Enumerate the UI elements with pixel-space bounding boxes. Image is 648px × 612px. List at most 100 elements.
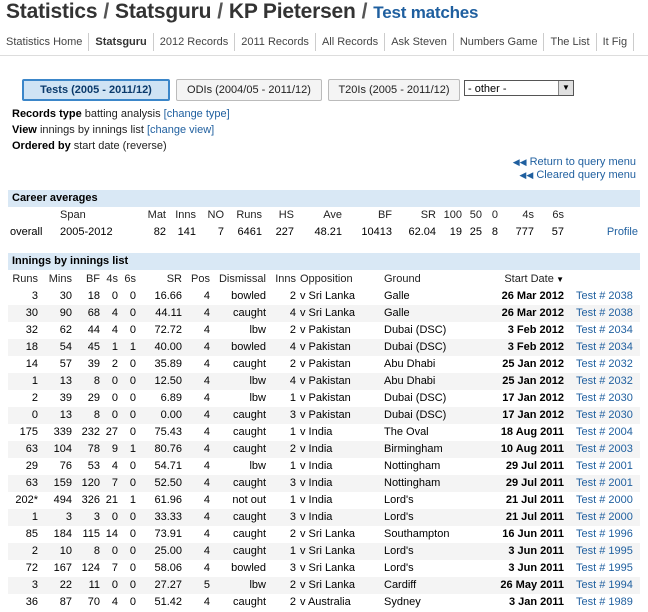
cell-test-link[interactable]: Test # 1996 xyxy=(576,528,633,540)
return-query-label[interactable]: Return to query menu xyxy=(529,156,636,168)
innings-header-runs: Runs xyxy=(12,273,38,285)
cell-test-link[interactable]: Test # 2000 xyxy=(576,494,633,506)
cell-sr: 52.50 xyxy=(138,475,184,492)
cell-inns: 2 xyxy=(289,324,296,336)
nav-item-2011-records[interactable]: 2011 Records xyxy=(235,33,316,51)
cell-dismissal: caught xyxy=(212,543,268,560)
career-value-100: 19 xyxy=(449,226,462,238)
tab-odis[interactable]: ODIs (2004/05 - 2011/12) xyxy=(176,79,322,101)
nav-item-2012-records[interactable]: 2012 Records xyxy=(154,33,236,51)
cell-6s: 0 xyxy=(129,460,136,472)
tab-tests[interactable]: Tests (2005 - 2011/12) xyxy=(22,79,170,101)
cell-test-link[interactable]: Test # 2001 xyxy=(566,475,640,492)
profile-link[interactable]: Profile xyxy=(606,226,638,238)
cell-inns: 2 xyxy=(289,358,296,370)
cell-start-date: 21 Jul 2011 xyxy=(482,509,566,526)
cell-pos: 4 xyxy=(184,407,212,424)
cell-ground: Cardiff xyxy=(382,577,482,594)
cell-mins: 167 xyxy=(53,562,72,574)
cell-test-link[interactable]: Test # 2038 xyxy=(566,305,640,322)
innings-header-start-date[interactable]: Start Date ▼ xyxy=(504,273,564,285)
cell-dismissal: caught xyxy=(232,358,266,370)
cell-opposition: v Pakistan xyxy=(300,392,351,404)
cell-opposition: v Australia xyxy=(300,596,351,608)
cell-test-link[interactable]: Test # 2003 xyxy=(566,441,640,458)
nav-item-statsguru[interactable]: Statsguru xyxy=(89,33,154,51)
cell-6s: 1 xyxy=(120,441,138,458)
cell-ground: Dubai (DSC) xyxy=(382,339,482,356)
cell-test-link[interactable]: Test # 2030 xyxy=(566,407,640,424)
cell-test-link[interactable]: Test # 1994 xyxy=(566,577,640,594)
career-value-no: 7 xyxy=(217,226,224,238)
nav-item-the-list[interactable]: The List xyxy=(544,33,597,51)
cell-mins: 54 xyxy=(40,339,74,356)
cell-inns: 2 xyxy=(268,441,298,458)
view-line: View innings by innings list [change vie… xyxy=(12,124,214,136)
cell-4s: 0 xyxy=(111,290,118,302)
cell-opposition: v Pakistan xyxy=(298,339,382,356)
innings-header-4s: 4s xyxy=(106,273,118,285)
cell-opposition: v Sri Lanka xyxy=(298,305,382,322)
cell-dismissal: caught xyxy=(212,509,268,526)
cell-test-link[interactable]: Test # 2038 xyxy=(576,290,633,302)
cell-start-date: 3 Jan 2011 xyxy=(508,596,564,608)
cell-bf: 8 xyxy=(74,543,102,560)
nav-item-ask-steven[interactable]: Ask Steven xyxy=(385,33,454,51)
cell-4s: 0 xyxy=(102,509,120,526)
change-view-link[interactable]: [change view] xyxy=(146,124,215,136)
cleared-query-label[interactable]: Cleared query menu xyxy=(536,169,636,181)
table-row: 2 10 8 0 0 25.00 4 caught 1 v Sri Lanka Lord's 3 Ju… xyxy=(8,543,640,560)
cell-test-link[interactable]: Test # 2032 xyxy=(576,358,633,370)
cell-pos: 4 xyxy=(184,373,212,390)
change-type-link[interactable]: [change type] xyxy=(163,108,230,120)
table-row: 36 87 70 4 0 51.42 4 caught 2 v Australia Sydney 3 … xyxy=(8,594,640,611)
cell-test-link[interactable]: Test # 2000 xyxy=(566,509,640,526)
cell-test-link[interactable]: Test # 2032 xyxy=(566,373,640,390)
cell-runs: 2 xyxy=(31,392,38,404)
cell-test-link[interactable]: Test # 2001 xyxy=(576,460,633,472)
career-header-6s: 6s xyxy=(552,209,564,221)
cell-opposition: v Pakistan xyxy=(298,373,382,390)
records-type-value: batting analysis xyxy=(84,108,161,120)
cell-test-link[interactable]: Test # 2034 xyxy=(566,339,640,356)
career-value-6s: 57 xyxy=(551,226,564,238)
cell-runs: 202* xyxy=(15,494,38,506)
cell-start-date: 3 Feb 2012 xyxy=(507,324,564,336)
table-row: 32 62 44 4 0 72.72 4 lbw 2 v Pakistan Dubai (DSC) 3… xyxy=(8,322,640,339)
nav-item-statistics-home[interactable]: Statistics Home xyxy=(0,33,90,51)
sort-desc-icon[interactable]: ▼ xyxy=(553,275,564,284)
chevron-down-icon[interactable]: ▼ xyxy=(558,81,573,95)
cell-4s: 0 xyxy=(111,392,118,404)
cell-opposition: v India xyxy=(300,426,333,438)
other-format-select[interactable]: - other - ▼ xyxy=(464,80,574,96)
nav-item-all-records[interactable]: All Records xyxy=(316,33,386,51)
cell-test-link[interactable]: Test # 1995 xyxy=(566,543,640,560)
cell-test-link[interactable]: Test # 1995 xyxy=(576,562,633,574)
career-header-blank xyxy=(8,207,58,224)
nav-item-numbers-game[interactable]: Numbers Game xyxy=(454,33,545,51)
ordered-value: start date (reverse) xyxy=(73,140,167,152)
innings-header-pos: Pos xyxy=(191,273,210,285)
cell-mins: 39 xyxy=(59,392,72,404)
return-query-link[interactable]: ◀◀ Return to query menu xyxy=(513,156,636,168)
nav-item-it-fig[interactable]: It Fig xyxy=(597,33,635,51)
cell-test-link[interactable]: Test # 2030 xyxy=(576,392,633,404)
cell-sr: 73.91 xyxy=(154,528,182,540)
cell-runs: 32 xyxy=(25,324,38,336)
cell-4s: 7 xyxy=(111,562,118,574)
cell-runs: 63 xyxy=(8,441,40,458)
cell-runs: 14 xyxy=(25,358,38,370)
cleared-query-link[interactable]: ◀◀ Cleared query menu xyxy=(519,169,636,181)
table-row: 0 13 8 0 0 0.00 4 caught 3 v Pakistan Dubai (DSC) 1… xyxy=(8,407,640,424)
cell-test-link[interactable]: Test # 2004 xyxy=(576,426,633,438)
cell-test-link[interactable]: Test # 2034 xyxy=(576,324,633,336)
cell-inns: 2 xyxy=(289,290,296,302)
cell-opposition: v Sri Lanka xyxy=(300,528,356,540)
cell-opposition: v India xyxy=(298,475,382,492)
cell-test-link[interactable]: Test # 1989 xyxy=(576,596,633,608)
cell-mins: 30 xyxy=(59,290,72,302)
tab-t20is[interactable]: T20Is (2005 - 2011/12) xyxy=(328,79,460,101)
cell-bf: 8 xyxy=(74,407,102,424)
cell-ground: Sydney xyxy=(384,596,421,608)
innings-header-dismissal: Dismissal xyxy=(218,273,266,285)
